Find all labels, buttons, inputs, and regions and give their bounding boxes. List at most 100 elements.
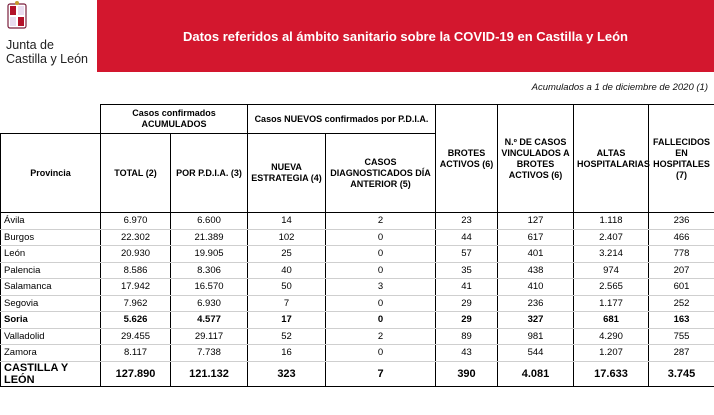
value-cell: 19.905 [170,245,248,263]
value-cell: 127 [497,212,574,230]
province-cell: Ávila [0,212,101,230]
value-cell: 16.570 [170,278,248,296]
group-header: Casos NUEVOS confirmados por P.D.I.A. [247,104,436,134]
province-cell: Zamora [0,344,101,362]
value-cell: 236 [648,212,714,230]
value-cell: 438 [497,262,574,279]
province-cell: Soria [0,311,101,329]
value-cell: 41 [435,278,498,296]
subtitle: Acumulados a 1 de diciembre de 2020 (1) [531,82,708,93]
value-cell: 0 [325,295,436,312]
value-cell: 44 [435,229,498,246]
value-cell: 3 [325,278,436,296]
table-row: Salamanca 17.942 16.570 50 3 41 410 2.565 601 [0,278,714,296]
province-cell: León [0,245,101,263]
value-cell: 601 [648,278,714,296]
blank-cell [1,105,101,134]
value-cell: 323 [247,360,326,387]
value-cell: 1.207 [573,344,649,362]
table-row: Soria 5.626 4.577 17 0 29 327 681 163 [0,311,714,329]
value-cell: 6.970 [100,212,171,230]
province-cell: Palencia [0,262,101,279]
table-row: Palencia 8.586 8.306 40 0 35 438 974 207 [0,262,714,279]
value-cell: 0 [325,245,436,263]
value-cell: 544 [497,344,574,362]
value-cell: 778 [648,245,714,263]
value-cell: 50 [247,278,326,296]
value-cell: 2.407 [573,229,649,246]
value-cell: 14 [247,212,326,230]
value-cell: 89 [435,328,498,345]
table-body: Ávila 6.970 6.600 14 2 23 127 1.118 236 Burgos 22.… [0,212,714,387]
value-cell: 236 [497,295,574,312]
value-cell: 466 [648,229,714,246]
logo [7,1,27,29]
value-cell: 21.389 [170,229,248,246]
value-cell: 0 [325,344,436,362]
table-row: Segovia 7.962 6.930 7 0 29 236 1.177 252 [0,295,714,312]
table-row: Burgos 22.302 21.389 102 0 44 617 2.407 466 [0,229,714,246]
value-cell: 0 [325,262,436,279]
value-cell: 390 [435,360,498,387]
value-cell: 287 [648,344,714,362]
column-header: CASOS DIAGNOSTICADOS DÍA ANTERIOR (5) [325,133,436,213]
value-cell: 29.455 [100,328,171,345]
data-table: Casos confirmados ACUMULADOS Casos NUEVO… [0,104,714,387]
value-cell: 252 [648,295,714,312]
title: Datos referidos al ámbito sanitario sobr… [182,28,628,44]
column-header: N.º DE CASOS VINCULADOS A BROTES ACTIVOS… [497,104,574,213]
value-cell: 40 [247,262,326,279]
value-cell: 3.745 [648,360,714,387]
value-cell: 755 [648,328,714,345]
value-cell: 43 [435,344,498,362]
value-cell: 57 [435,245,498,263]
value-cell: 0 [325,311,436,329]
value-cell: 29.117 [170,328,248,345]
value-cell: 17.633 [573,360,649,387]
value-cell: 1.118 [573,212,649,230]
value-cell: 8.306 [170,262,248,279]
value-cell: 52 [247,328,326,345]
value-cell: 6.930 [170,295,248,312]
value-cell: 35 [435,262,498,279]
value-cell: 102 [247,229,326,246]
value-cell: 17 [247,311,326,329]
table-row: León 20.930 19.905 25 0 57 401 3.214 778 [0,245,714,263]
value-cell: 0 [325,229,436,246]
value-cell: 121.132 [170,360,248,387]
value-cell: 1.177 [573,295,649,312]
value-cell: 617 [497,229,574,246]
title-banner: Datos referidos al ámbito sanitario sobr… [97,0,714,72]
value-cell: 7 [325,360,436,387]
province-cell: Salamanca [0,278,101,296]
logo-line: Castilla y León [6,52,88,66]
value-cell: 5.626 [100,311,171,329]
value-cell: 681 [573,311,649,329]
value-cell: 981 [497,328,574,345]
value-cell: 3.214 [573,245,649,263]
value-cell: 22.302 [100,229,171,246]
column-header-row: Provincia TOTAL (2) POR P.D.I.A. (3) NUE… [0,133,714,213]
value-cell: 4.081 [497,360,574,387]
province-cell: Segovia [0,295,101,312]
value-cell: 410 [497,278,574,296]
column-header: FALLECIDOS EN HOSPITALES (7) [648,104,714,213]
column-header: POR P.D.I.A. (3) [170,133,248,213]
value-cell: 8.586 [100,262,171,279]
value-cell: 4.290 [573,328,649,345]
group-header-row: Casos confirmados ACUMULADOS Casos NUEVO… [1,104,714,213]
column-header: TOTAL (2) [100,133,171,213]
value-cell: 207 [648,262,714,279]
value-cell: 127.890 [100,360,171,387]
province-cell: Burgos [0,229,101,246]
value-cell: 2.565 [573,278,649,296]
province-cell: CASTILLA Y LEÓN [0,360,101,387]
value-cell: 163 [648,311,714,329]
value-cell: 29 [435,311,498,329]
province-cell: Valladolid [0,328,101,345]
value-cell: 8.117 [100,344,171,362]
value-cell: 2 [325,328,436,345]
column-header: BROTES ACTIVOS (6) [435,104,498,213]
